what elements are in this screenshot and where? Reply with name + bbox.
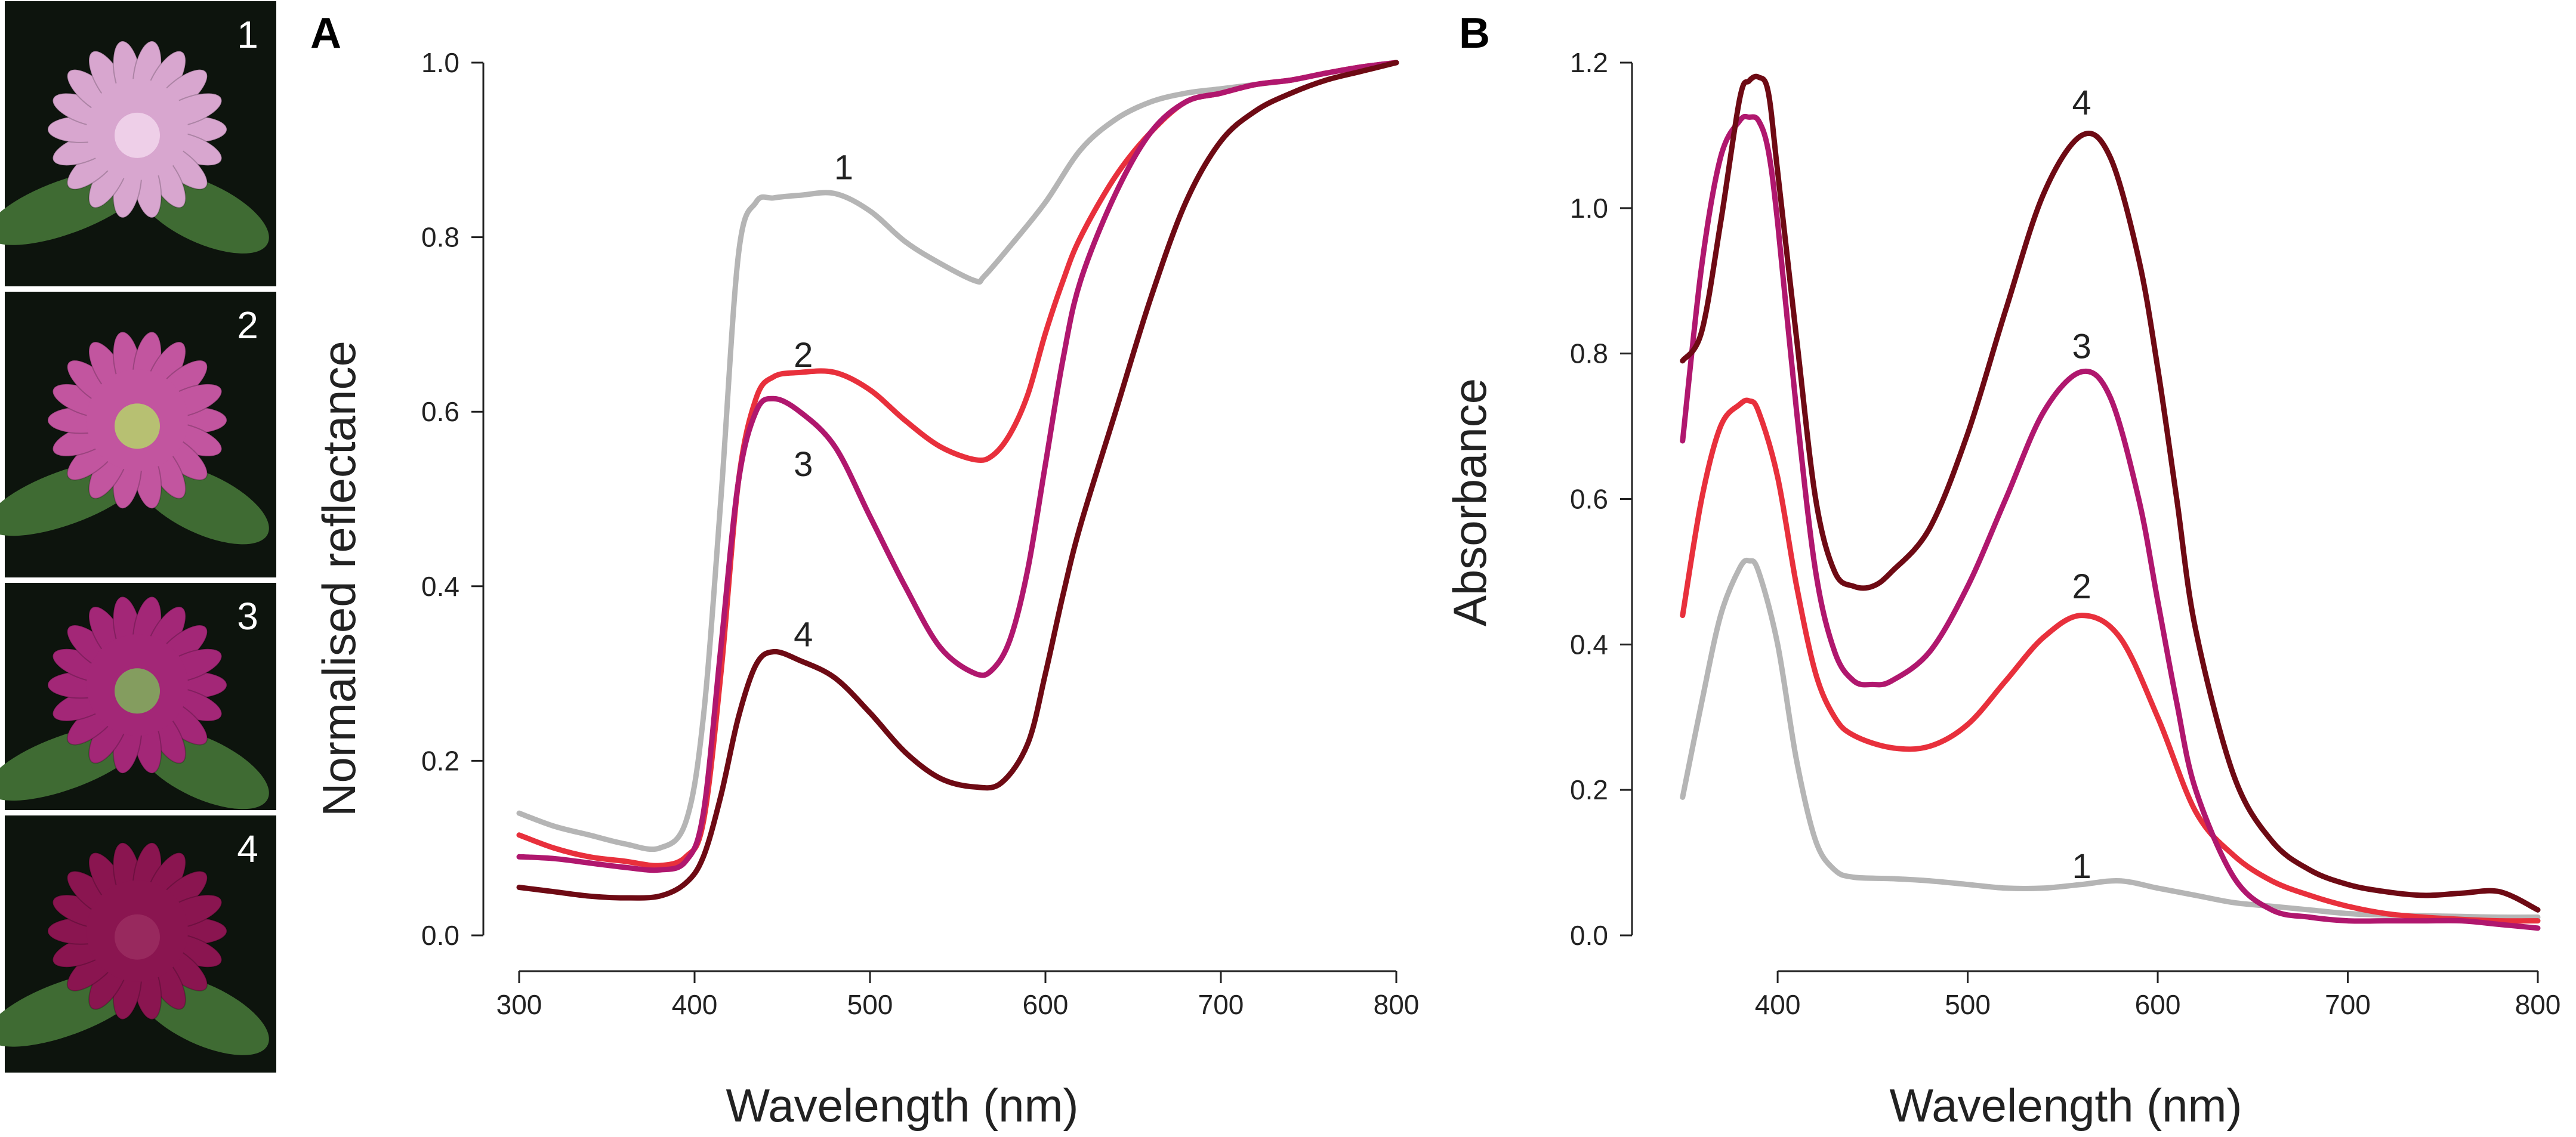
flower-head (47, 596, 227, 774)
panel-a-x-tick-label: 300 (496, 989, 542, 1020)
panel-a-x-tick-label: 500 (847, 989, 893, 1020)
panel-a-y-axis-label: Normalised reflectance (313, 341, 365, 817)
flower-photo-4: 4 (0, 815, 276, 1073)
panel-b-series: 1 2 3 4 (1680, 73, 2541, 931)
panel-b-series-4-line (1680, 73, 2541, 913)
panel-b-axes: 400 500 600 700 800 0.0 0.2 0.4 0.6 0.8 1.0 1.2 (1570, 47, 2560, 1020)
panel-a-y-tick-label: 0.0 (421, 920, 459, 951)
photo-number-label: 4 (237, 827, 258, 870)
panel-b-y-tick-label: 0.6 (1570, 484, 1608, 515)
panel-b-x-tick-label: 600 (2135, 989, 2181, 1020)
panel-b-series-1-line (1680, 557, 2541, 920)
panel-a-y-tick-label: 1.0 (421, 47, 459, 78)
panel-b-y-axis-label: Absorbance (1443, 378, 1496, 626)
panel-a-series-1-label: 1 (834, 149, 853, 187)
flower-center (115, 112, 160, 158)
panel-a-y-tick-label: 0.2 (421, 745, 459, 776)
panel-a-y-tick-label: 0.8 (421, 222, 459, 253)
panel-b-chart: B Absorbance Wavelength (nm) 400 500 600 70… (1443, 10, 2560, 1132)
panel-a-series-2-label: 2 (794, 336, 813, 375)
photo-number-label: 2 (237, 304, 258, 347)
flower-photo-strip: 1 2 3 4 (0, 1, 276, 1073)
panel-b-x-tick-label: 700 (2325, 989, 2371, 1020)
panel-b-series-2-line (1680, 397, 2541, 924)
panel-b-y-tick-label: 1.0 (1570, 193, 1608, 224)
flower-photo-1: 1 (0, 1, 276, 286)
flower-head (47, 331, 227, 509)
panel-b-y-tick-label: 0.2 (1570, 774, 1608, 805)
panel-a-series-4-label: 4 (794, 615, 813, 654)
panel-b-letter: B (1459, 10, 1490, 57)
panel-a-x-tick-label: 800 (1374, 989, 1420, 1020)
flower-head (47, 41, 227, 218)
panel-b-x-tick-label: 400 (1755, 989, 1801, 1020)
panel-a-series-1-line (516, 60, 1399, 852)
flower-center (115, 403, 160, 449)
panel-a-series: 1 2 3 4 (516, 60, 1399, 901)
flower-center (115, 668, 160, 714)
panel-a-x-tick-label: 400 (672, 989, 718, 1020)
panel-a-series-3-line (516, 60, 1399, 873)
panel-b-x-tick-label: 800 (2515, 989, 2561, 1020)
panel-b-series-4-label: 4 (2072, 84, 2091, 122)
panel-b-y-tick-label: 0.4 (1570, 629, 1608, 660)
panel-a-letter: A (310, 10, 341, 57)
flower-center (115, 914, 160, 960)
panel-b-y-tick-label: 1.2 (1570, 47, 1608, 78)
panel-a-chart: A Normalised reflectance Wavelength (nm)… (310, 10, 1419, 1132)
photo-number-label: 3 (237, 595, 258, 638)
flower-head (47, 842, 227, 1020)
panel-b-x-axis-label: Wavelength (nm) (1890, 1079, 2242, 1132)
flower-photo-3: 3 (0, 583, 276, 810)
panel-a-series-2-line (516, 60, 1399, 869)
panel-b-y-tick-label: 0.8 (1570, 338, 1608, 369)
panel-a-y-tick-label: 0.6 (421, 396, 459, 427)
panel-a-x-tick-label: 600 (1023, 989, 1069, 1020)
panel-b-series-2-label: 2 (2072, 567, 2091, 606)
panel-b-x-tick-label: 500 (1945, 989, 1991, 1020)
panel-a-x-axis-label: Wavelength (nm) (726, 1079, 1079, 1132)
panel-a-axes: 300 400 500 600 700 800 0.0 0.2 0.4 0.6 0.8 1.0 (421, 47, 1419, 1020)
flower-photo-2: 2 (0, 292, 276, 577)
panel-b-series-3-label: 3 (2072, 327, 2091, 366)
panel-a-y-tick-label: 0.4 (421, 571, 459, 602)
panel-b-series-3-line (1680, 113, 2541, 931)
photo-number-label: 1 (237, 13, 258, 56)
panel-b-series-1-label: 1 (2072, 847, 2091, 886)
panel-a-series-3-label: 3 (794, 445, 813, 484)
panel-a-series-4-line (516, 60, 1399, 901)
panel-a-x-tick-label: 700 (1198, 989, 1244, 1020)
panel-b-y-tick-label: 0.0 (1570, 920, 1608, 951)
